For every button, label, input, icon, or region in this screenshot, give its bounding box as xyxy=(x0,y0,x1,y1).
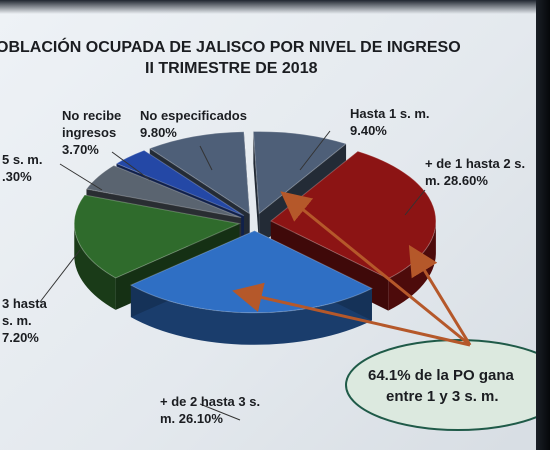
slice-hasta-1-label-line-1: 9.40% xyxy=(350,123,387,138)
slice-no-recibe-label-line-0: No recibe xyxy=(62,108,121,123)
slice-3-hasta-label-line-2: 7.20% xyxy=(2,330,39,345)
callout-bubble xyxy=(345,339,550,431)
slice-2-3-top xyxy=(129,230,374,314)
slice-hasta-1-top xyxy=(252,131,348,215)
slice-2-3 xyxy=(129,230,374,345)
callout-arrow-to-hasta-1 xyxy=(280,191,471,347)
slice-no-recibe-top xyxy=(115,149,245,217)
slice-no-recibe-label-line-2: 3.70% xyxy=(62,142,99,157)
chart-title-line-2: II TRIMESTRE DE 2018 xyxy=(145,60,318,77)
slice-5-label-line-1: .30% xyxy=(2,169,32,184)
slice-3-hasta-leader xyxy=(39,249,81,303)
slice-5-label: 5 s. m. .30% xyxy=(2,152,42,184)
leader-lines xyxy=(39,130,426,421)
slice-5-leader xyxy=(59,163,103,191)
callout-arrow-to-1-2 xyxy=(408,244,472,346)
slice-no-especificados-label-line-1: 9.80% xyxy=(140,125,177,140)
slice-5-label-line-0: 5 s. m. xyxy=(2,152,42,167)
slice-3-hasta-top xyxy=(73,194,241,279)
slice-2-3-side xyxy=(130,285,372,345)
slice-1-2-leader xyxy=(404,189,426,216)
callout: 64.1% de la PO gana entre 1 y 3 s. m. xyxy=(345,339,550,431)
slice-1-2-label-line-0: + de 1 hasta 2 s. xyxy=(425,156,525,171)
slice-hasta-1-label-line-0: Hasta 1 s. m. xyxy=(350,106,430,121)
slice-hasta-1-wall-0 xyxy=(253,131,260,246)
screen-top-edge xyxy=(0,0,550,14)
slice-3-hasta-label: 3 hasta s. m. 7.20% xyxy=(2,296,48,345)
chart-title-line-1: OBLACIÓN OCUPADA DE JALISCO POR NIVEL DE… xyxy=(0,37,461,56)
pie-slices xyxy=(73,131,437,345)
slice-2-3-label: + de 2 hasta 3 s. m. 26.10% xyxy=(160,394,260,426)
slice-2-3-label-line-1: m. 26.10% xyxy=(160,411,223,426)
slice-no-especificados-leader xyxy=(199,145,213,171)
slice-no-recibe-label-line-1: ingresos xyxy=(62,125,116,140)
slice-hasta-1-label: Hasta 1 s. m. 9.40% xyxy=(350,106,430,138)
slice-2-3-leader xyxy=(199,403,241,421)
slice-no-recibe-leader xyxy=(111,151,151,181)
slice-2-3-label-line-0: + de 2 hasta 3 s. xyxy=(160,394,260,409)
callout-arrows xyxy=(232,191,472,347)
callout-arrow-to-2-3 xyxy=(232,282,471,347)
slice-no-especificados-top xyxy=(148,131,251,215)
slice-1-2-label: + de 1 hasta 2 s. m. 28.60% xyxy=(425,156,525,188)
slice-1-2-label-line-1: m. 28.60% xyxy=(425,173,488,188)
slice-3-hasta-label-line-1: s. m. xyxy=(2,313,32,328)
slice-5-top xyxy=(85,164,242,219)
slice-3-hasta-label-line-0: 3 hasta xyxy=(2,296,48,311)
slice-no-recibe-label: No recibe ingresos 3.70% xyxy=(62,108,121,157)
callout-line-2: entre 1 y 3 s. m. xyxy=(386,388,499,405)
slice-labels: Hasta 1 s. m. 9.40% + de 1 hasta 2 s. m. 28… xyxy=(2,106,525,426)
callout-line-1: 64.1% de la PO gana xyxy=(368,367,515,384)
screen-right-edge xyxy=(536,0,550,450)
slice-no-especificados-label-line-0: No especificados xyxy=(140,108,247,123)
slice-hasta-1-leader xyxy=(299,130,331,171)
slice-no-especificados-label: No especificados 9.80% xyxy=(140,108,247,140)
slice-3-hasta-side xyxy=(74,223,116,310)
